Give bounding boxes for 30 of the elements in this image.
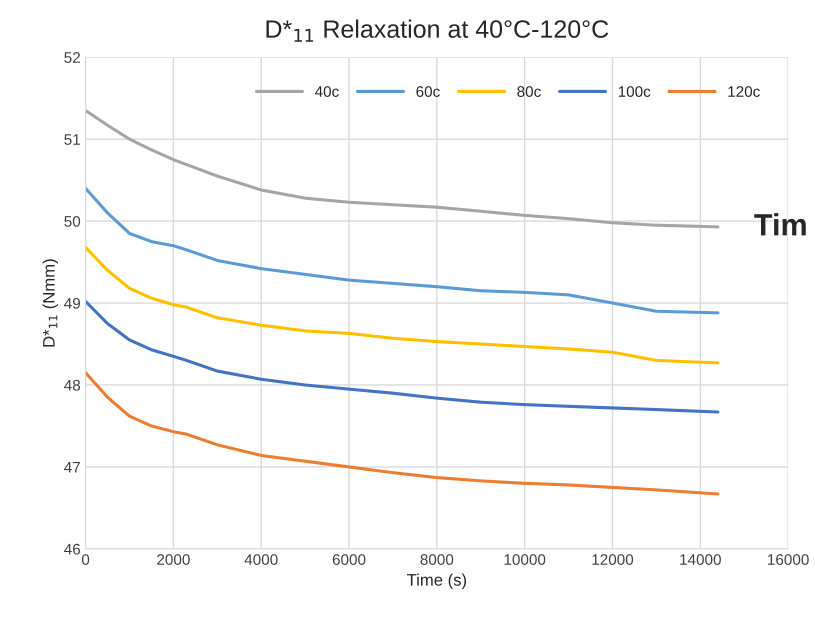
x-tick-label: 2000	[157, 554, 190, 565]
y-tick-label: 51	[64, 134, 80, 145]
legend-label: 100c	[618, 86, 650, 97]
legend-label: 80c	[517, 86, 541, 97]
line-series	[86, 186, 720, 314]
x-tick-label: 6000	[332, 554, 366, 565]
legend-label: 60c	[416, 86, 440, 97]
line-series	[86, 108, 720, 228]
y-tick-label: 49	[64, 298, 80, 309]
y-tick-label: 48	[64, 380, 80, 391]
line-series	[86, 300, 720, 414]
x-tick-label: 14000	[680, 554, 721, 565]
legend-label: 40c	[314, 86, 339, 97]
legend-label: 120c	[728, 86, 760, 97]
x-tick-label: 0	[82, 554, 90, 565]
y-axis-title: D*$_{11}$ (Nmm)	[42, 259, 58, 347]
line-series	[86, 371, 720, 496]
x-tick-label: 8000	[420, 554, 454, 565]
x-tick-label: 10000	[504, 554, 546, 565]
annotation: Tim	[754, 213, 806, 236]
x-tick-label: 4000	[244, 554, 278, 565]
x-tick-label: 16000	[768, 554, 809, 565]
x-tick-label: 12000	[592, 554, 634, 565]
y-tick-label: 52	[64, 52, 80, 63]
x-axis-title: Time (s)	[406, 574, 466, 590]
y-tick-label: 46	[64, 544, 80, 555]
y-tick-label: 50	[64, 216, 80, 227]
chart-title: D*$_{11}$ Relaxation at 40°C-120°C	[266, 20, 608, 42]
line-series	[86, 246, 720, 364]
y-tick-label: 47	[64, 462, 80, 472]
